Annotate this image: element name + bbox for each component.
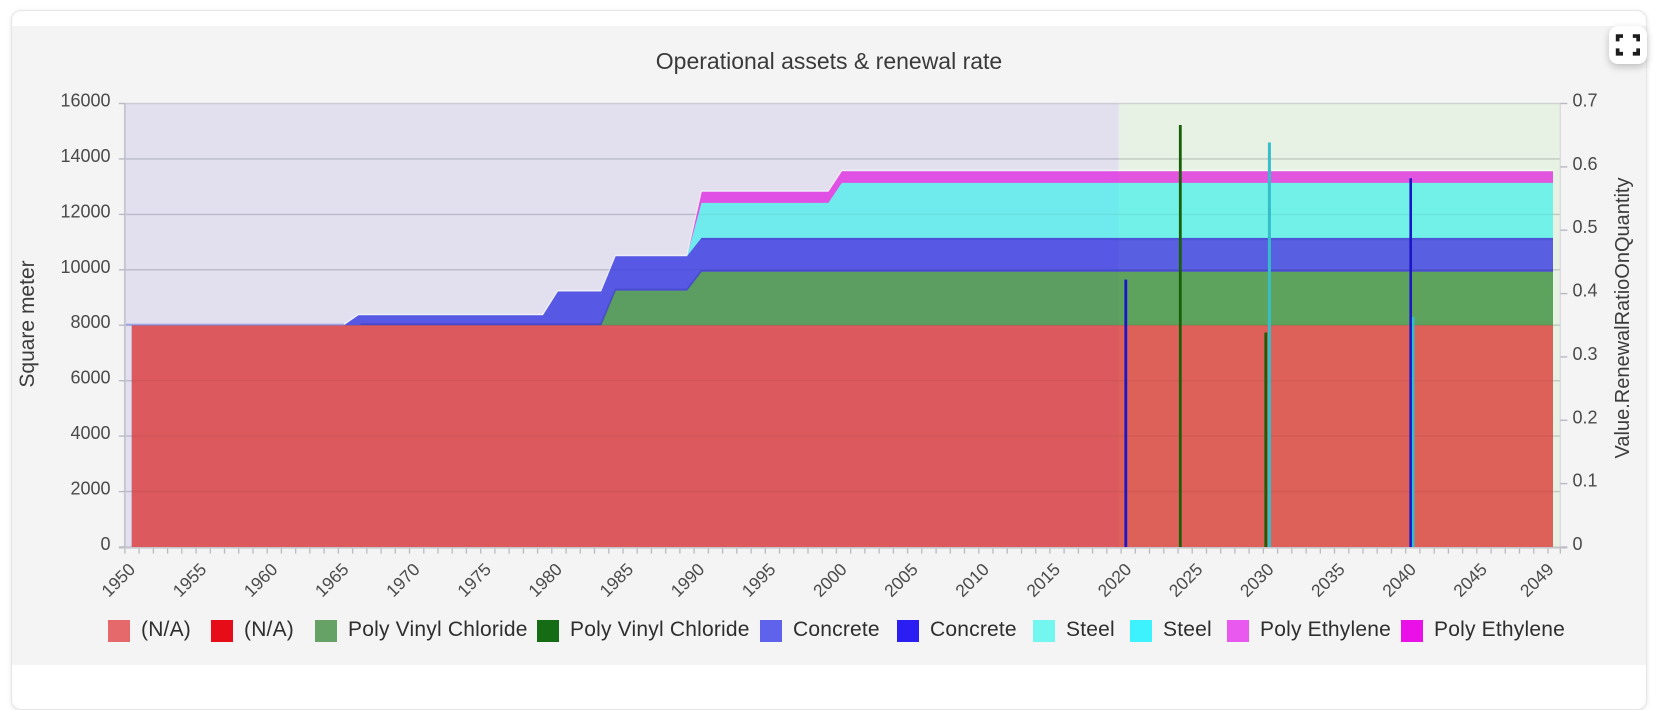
svg-text:1950: 1950 xyxy=(97,559,139,601)
svg-text:1970: 1970 xyxy=(382,559,424,601)
svg-text:2015: 2015 xyxy=(1022,559,1064,601)
svg-text:8000: 8000 xyxy=(70,312,110,332)
svg-text:1965: 1965 xyxy=(311,559,353,601)
svg-text:0.7: 0.7 xyxy=(1573,91,1598,111)
svg-text:10000: 10000 xyxy=(60,257,110,277)
svg-text:6000: 6000 xyxy=(70,368,110,388)
svg-text:1960: 1960 xyxy=(240,559,282,601)
svg-text:0.1: 0.1 xyxy=(1573,471,1598,491)
svg-text:Square meter: Square meter xyxy=(16,260,39,387)
svg-text:2025: 2025 xyxy=(1165,559,1207,601)
svg-text:2005: 2005 xyxy=(880,559,922,601)
svg-text:2010: 2010 xyxy=(951,559,993,601)
svg-text:2020: 2020 xyxy=(1094,559,1136,601)
svg-text:14000: 14000 xyxy=(60,146,110,166)
svg-text:1955: 1955 xyxy=(169,559,211,601)
svg-text:2045: 2045 xyxy=(1449,559,1491,601)
svg-text:2035: 2035 xyxy=(1307,559,1349,601)
svg-text:16000: 16000 xyxy=(60,91,110,111)
svg-text:2040: 2040 xyxy=(1378,559,1420,601)
svg-text:0.4: 0.4 xyxy=(1573,281,1598,301)
svg-text:1980: 1980 xyxy=(524,559,566,601)
svg-text:2000: 2000 xyxy=(70,479,110,499)
svg-text:2000: 2000 xyxy=(809,559,851,601)
svg-text:0.2: 0.2 xyxy=(1573,407,1598,427)
svg-text:0.6: 0.6 xyxy=(1573,154,1598,174)
svg-text:Value.RenewalRatioOnQuantity: Value.RenewalRatioOnQuantity xyxy=(1612,178,1634,459)
svg-text:0: 0 xyxy=(100,534,110,554)
svg-text:1975: 1975 xyxy=(453,559,495,601)
svg-text:1990: 1990 xyxy=(667,559,709,601)
svg-text:0.3: 0.3 xyxy=(1573,344,1598,364)
svg-text:12000: 12000 xyxy=(60,201,110,221)
svg-text:2030: 2030 xyxy=(1236,559,1278,601)
svg-text:0.5: 0.5 xyxy=(1573,217,1598,237)
svg-text:1985: 1985 xyxy=(596,559,638,601)
svg-text:4000: 4000 xyxy=(70,423,110,443)
svg-text:1995: 1995 xyxy=(738,559,780,601)
svg-text:0: 0 xyxy=(1573,534,1583,554)
svg-text:2049: 2049 xyxy=(1516,559,1558,601)
